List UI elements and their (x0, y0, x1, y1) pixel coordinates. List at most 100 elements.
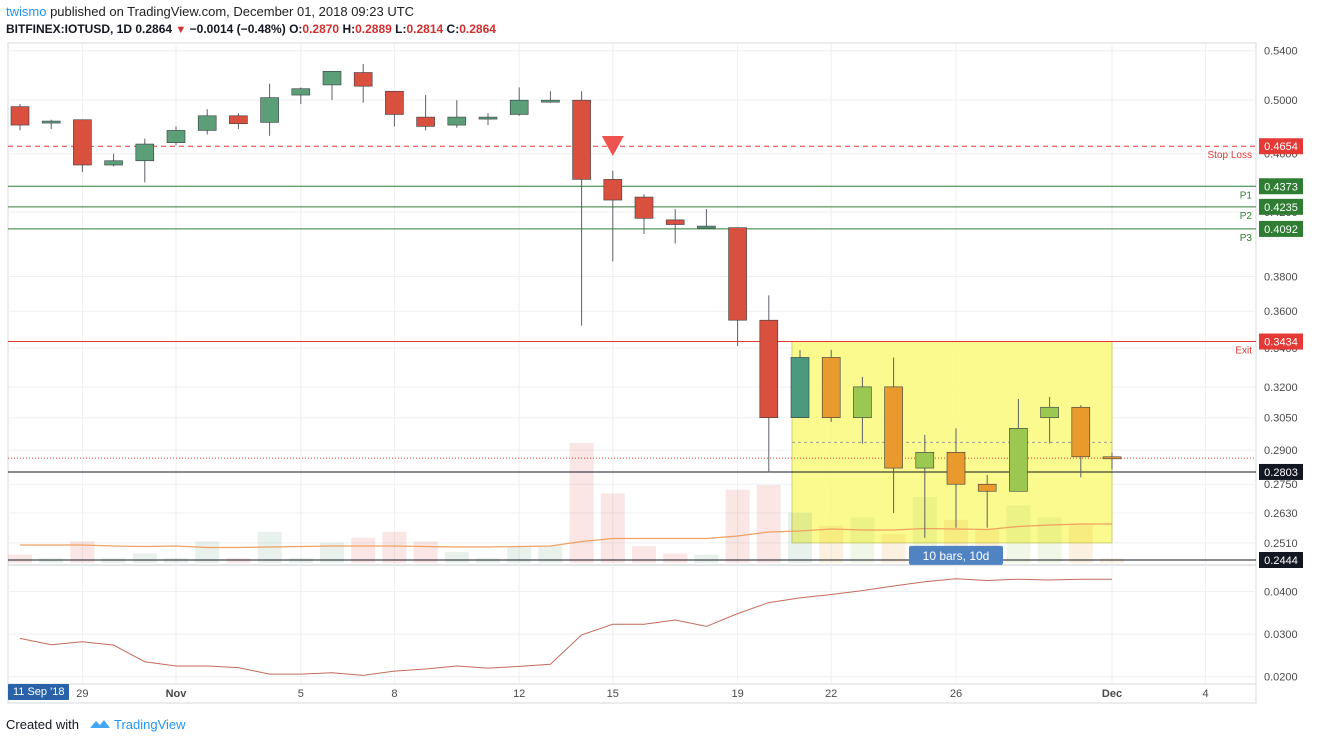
volume-bar (476, 558, 500, 563)
level-name: P2 (1240, 211, 1253, 222)
level-price-tag (1259, 138, 1303, 155)
level-price-label: 0.2803 (1264, 467, 1298, 479)
level-price-tag (1259, 552, 1303, 568)
volume-bar (288, 558, 313, 563)
volume-bar (164, 558, 188, 563)
level-price-label: 0.3434 (1264, 337, 1298, 349)
close-value: 0.2864 (459, 22, 496, 36)
level-price-tag (1259, 178, 1303, 195)
tradingview-link[interactable]: TradingView (114, 717, 186, 732)
candle-body[interactable] (166, 130, 186, 143)
indicator-tick-label: 0.0200 (1264, 672, 1298, 684)
volume-bar (881, 534, 906, 563)
candle-body[interactable] (915, 452, 935, 469)
indicator-line (19, 578, 1112, 676)
volume-bar (101, 558, 126, 563)
close-label: C: (446, 22, 460, 36)
level-price-tag (1259, 198, 1303, 215)
indicator-tick-label: 0.0300 (1264, 629, 1298, 641)
volume-bar (351, 537, 376, 563)
time-tick-label: 5 (298, 688, 304, 700)
volume-bar (819, 525, 844, 563)
range-label-box (909, 545, 1003, 565)
volume-bar (600, 493, 625, 563)
price-tick-label: 0.2510 (1264, 538, 1298, 550)
candle-body[interactable] (728, 227, 747, 321)
symbol-legend: BITFINEX:IOTUSD, 1D 0.2864 ▼ −0.0014 (−0… (6, 22, 496, 36)
candle-body[interactable] (884, 386, 903, 469)
candle-body[interactable] (385, 90, 404, 115)
level-name: Stop Loss (1208, 150, 1252, 161)
open-label: O: (289, 22, 303, 36)
time-tick-label: 8 (391, 688, 397, 700)
low-value: 0.2814 (406, 22, 444, 36)
volume-bar (8, 554, 32, 563)
level-price-label: 0.2444 (1264, 555, 1298, 567)
volume-bar (507, 546, 532, 563)
published-text: published on TradingView.com, December 0… (50, 4, 415, 19)
candle-body[interactable] (197, 115, 217, 131)
candle-body[interactable] (790, 357, 810, 419)
price-tick-label: 0.3800 (1264, 271, 1298, 283)
candle-body[interactable] (603, 179, 623, 201)
volume-bar (39, 558, 64, 563)
time-tick-label: 4 (1203, 688, 1209, 700)
time-tick-label: 26 (950, 688, 962, 700)
volume-bar (850, 517, 875, 563)
footer: Created with TradingView (6, 717, 186, 732)
candle-body[interactable] (135, 143, 155, 162)
level-name: Exit (1235, 346, 1252, 357)
candle-body[interactable] (509, 99, 529, 115)
candle-body[interactable] (1071, 406, 1091, 458)
candle-body[interactable] (478, 116, 498, 120)
candle-body[interactable] (977, 483, 997, 492)
candle-body[interactable] (291, 88, 311, 96)
candle-body[interactable] (853, 386, 872, 419)
candle-body[interactable] (447, 116, 467, 126)
candle-body[interactable] (73, 119, 92, 166)
candle-body[interactable] (10, 106, 30, 126)
candle-body[interactable] (759, 319, 779, 419)
tradingview-logo-icon[interactable] (89, 718, 111, 730)
candle-body[interactable] (322, 70, 342, 86)
low-label: L: (395, 22, 407, 36)
level-price-label: 0.4235 (1264, 202, 1298, 214)
volume-bar (1006, 505, 1031, 563)
candle-body[interactable] (1102, 456, 1122, 460)
candle-body[interactable] (634, 196, 654, 219)
high-value: 0.2889 (355, 22, 392, 36)
candle-body[interactable] (572, 99, 591, 180)
volume-bar (663, 553, 688, 563)
candle-body[interactable] (416, 116, 435, 127)
candle-body[interactable] (946, 452, 966, 485)
candle-body[interactable] (697, 225, 716, 229)
candle-body[interactable] (353, 72, 373, 87)
chart-frame (7, 42, 1257, 704)
volume-bar (694, 554, 719, 563)
level-price-label: 0.4092 (1264, 224, 1298, 236)
down-triangle-icon: ▼ (175, 24, 187, 36)
level-price-tag (1259, 220, 1303, 237)
candle-body[interactable] (260, 97, 279, 123)
candle-body[interactable] (104, 160, 123, 166)
author-link[interactable]: twismo (6, 4, 47, 19)
candle-body[interactable] (41, 120, 61, 124)
created-with-text: Created with (6, 717, 79, 732)
volume-bar (569, 443, 594, 563)
sell-arrow-icon[interactable] (601, 136, 624, 157)
candle-body[interactable] (665, 219, 685, 225)
candle-body[interactable] (229, 115, 248, 125)
volume-bar (320, 542, 344, 563)
price-tick-label: 0.2750 (1264, 479, 1298, 491)
level-price-label: 0.4373 (1264, 181, 1298, 193)
candle-body[interactable] (541, 99, 560, 103)
candle-body[interactable] (821, 357, 841, 419)
level-name: P1 (1240, 190, 1253, 201)
time-tick-label: Nov (166, 688, 188, 700)
candle-body[interactable] (1009, 428, 1028, 492)
price-tick-label: 0.2630 (1264, 508, 1298, 520)
publish-info: twismo published on TradingView.com, Dec… (6, 4, 414, 19)
candle-body[interactable] (1040, 406, 1059, 419)
volume-bar (70, 541, 95, 563)
